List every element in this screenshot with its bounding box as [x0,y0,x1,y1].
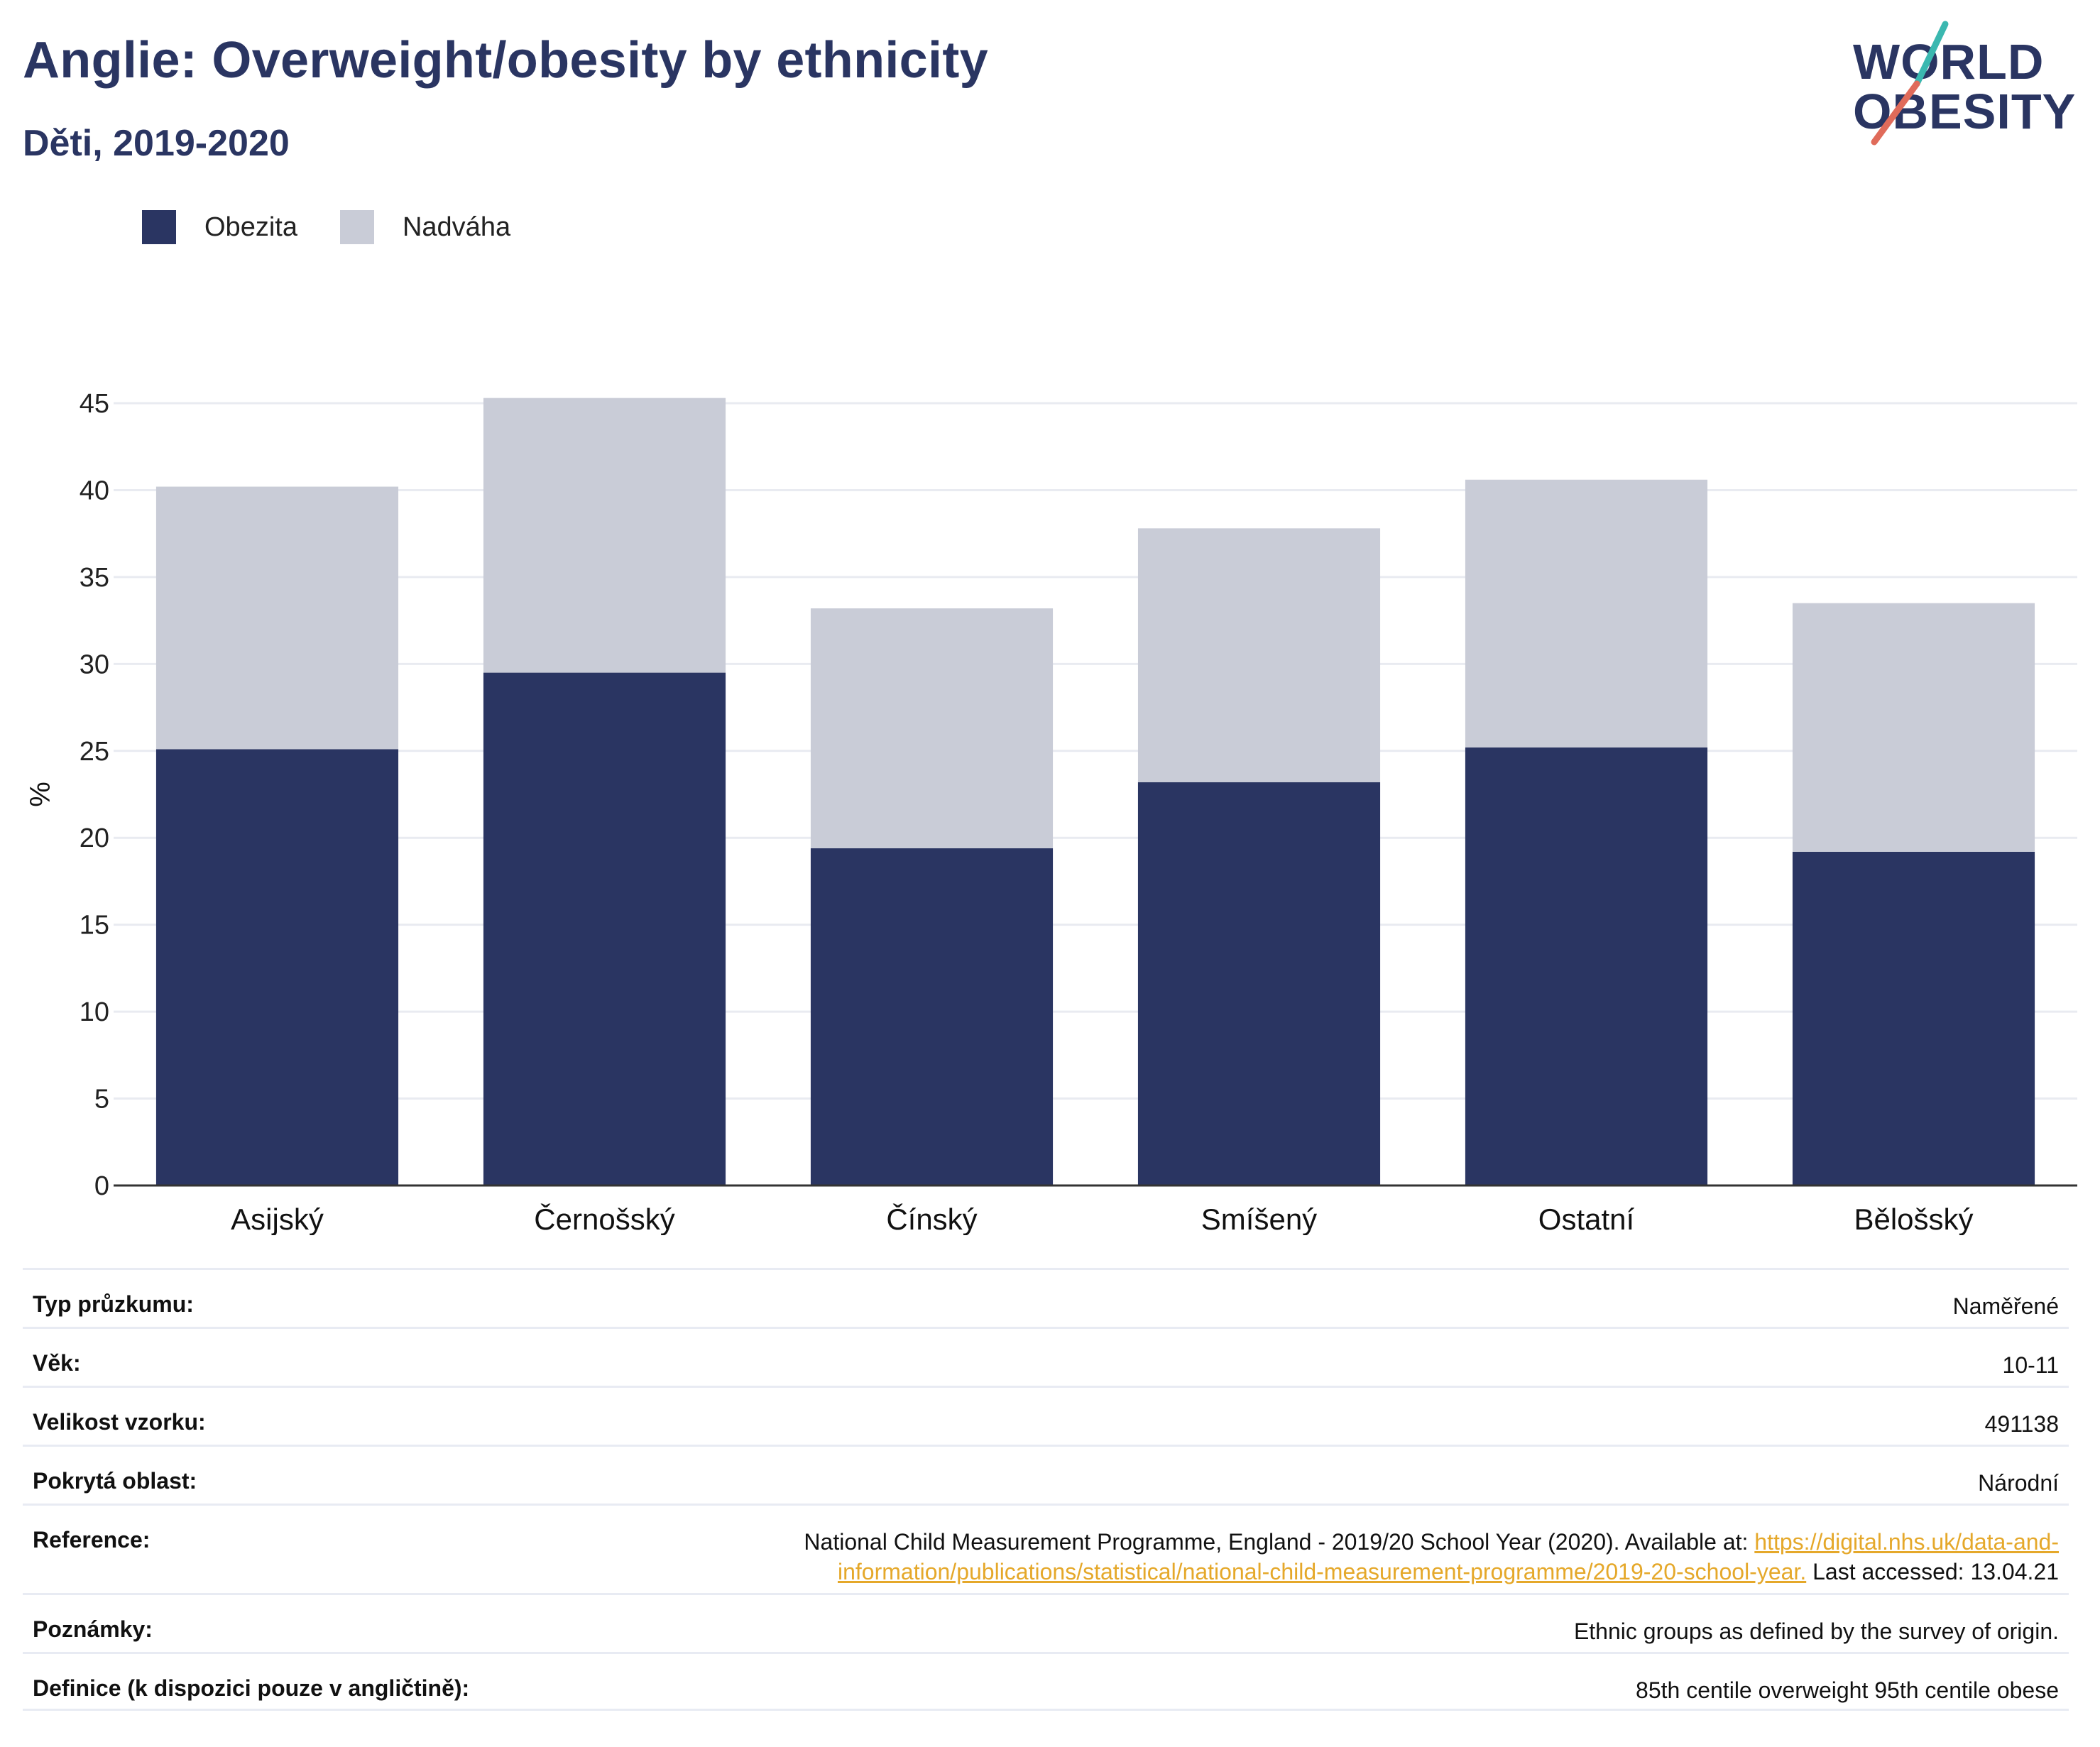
info-row-coverage: Pokrytá oblast: Národní [23,1445,2069,1504]
y-tick-label: 10 [80,997,109,1027]
x-category-label: Čínský [886,1203,977,1235]
chart-legend: Obezita Nadváha [142,210,553,244]
bar-nadváha [1792,603,2035,852]
reference-text: National Child Measurement Programme, En… [804,1529,1755,1555]
info-label: Typ průzkumu: [33,1291,194,1317]
y-tick-label: 35 [80,563,109,593]
info-row-notes: Poznámky: Ethnic groups as defined by th… [23,1593,2069,1652]
chart-title: Anglie: Overweight/obesity by ethnicity [23,32,988,89]
info-value: Naměřené [1952,1293,2059,1319]
x-category-label: Černošský [534,1203,674,1235]
info-label: Věk: [33,1350,81,1376]
x-category-label: Smíšený [1201,1203,1317,1235]
y-tick-label: 40 [80,476,109,505]
info-label: Pokrytá oblast: [33,1468,197,1494]
info-label: Reference: [33,1527,151,1552]
info-row-definition: Definice (k dispozici pouze v angličtině… [23,1652,2069,1711]
stacked-bar-chart: 0 5 10 15 20 25 30 35 40 45% Asijský Černošský Čínsk… [25,389,2077,1235]
y-tick-label: 0 [94,1171,109,1201]
bar-obezita [1137,782,1381,1185]
bar-obezita [810,848,1054,1185]
info-value: 10-11 [2002,1352,2059,1378]
bar-obezita [483,672,726,1185]
logo-line1: WORLD [1853,34,2045,89]
y-tick-label: 25 [80,737,109,767]
info-label: Poznámky: [33,1616,153,1642]
bar-nadváha [483,398,726,673]
y-tick-label: 20 [80,823,109,853]
chart-subtitle: Děti, 2019-2020 [23,123,290,164]
world-obesity-logo: WORLD OBESITY [1853,20,2087,155]
bar-obezita [1465,747,1708,1185]
reference-link[interactable]: https://digital.nhs.uk/data-and-informat… [838,1529,2059,1584]
info-label: Velikost vzorku: [33,1409,206,1435]
legend-swatch-obezita [142,210,176,244]
bar-obezita [1792,851,2035,1185]
bar-nadváha [810,608,1054,848]
info-value: 491138 [1984,1411,2059,1437]
info-row-survey-type: Typ průzkumu: Naměřené [23,1268,2069,1327]
info-row-reference: Reference: National Child Measurement Pr… [23,1504,2069,1593]
info-label: Definice (k dispozici pouze v angličtině… [33,1675,470,1701]
info-value: 85th centile overweight 95th centile obe… [1636,1677,2059,1703]
info-row-sample-size: Velikost vzorku: 491138 [23,1386,2069,1445]
legend-item-nadvaha[interactable]: Nadváha [339,210,511,244]
reference-value: National Child Measurement Programme, En… [639,1527,2059,1587]
info-value: Národní [1978,1470,2059,1496]
bar-nadváha [1465,479,1708,747]
logo-line2: OBESITY [1853,84,2077,139]
info-table: Typ průzkumu: Naměřené Věk: 10-11 Veliko… [23,1268,2069,1711]
logo-slash-icon [1871,21,1949,146]
y-axis-title: % [25,782,56,807]
bar-nadváha [1137,528,1381,782]
bar-obezita [155,749,399,1185]
y-tick-label: 5 [94,1085,109,1115]
x-category-label: Ostatní [1538,1203,1635,1235]
info-value: Ethnic groups as defined by the survey o… [1573,1619,2059,1644]
x-category-label: Bělošský [1854,1203,1973,1235]
bar-nadváha [155,486,399,750]
info-row-age: Věk: 10-11 [23,1327,2069,1386]
y-tick-label: 45 [80,389,109,419]
legend-swatch-nadvaha [339,210,374,244]
legend-item-obezita[interactable]: Obezita [142,210,297,244]
y-tick-label: 15 [80,911,109,941]
reference-accessed: Last accessed: 13.04.21 [1806,1559,2059,1584]
x-category-label: Asijský [231,1203,324,1235]
y-tick-label: 30 [80,650,109,679]
legend-label-obezita: Obezita [204,212,297,242]
legend-label-nadvaha: Nadváha [402,212,511,242]
